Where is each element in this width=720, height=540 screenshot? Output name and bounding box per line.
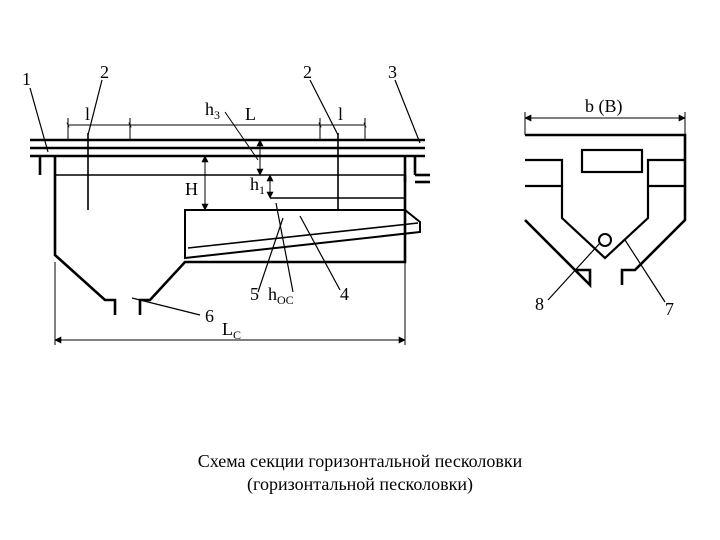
leader-5 bbox=[258, 218, 283, 292]
label-bB: b (B) bbox=[585, 96, 623, 117]
label-hoc: hOC bbox=[268, 284, 294, 307]
caption-line2: (горизонтальной песколовки) bbox=[0, 473, 720, 496]
notch-left bbox=[525, 160, 562, 186]
inner-hopper bbox=[562, 186, 648, 258]
cross-outline bbox=[525, 135, 685, 285]
diagram-canvas: 1 2 2 3 4 5 6 l L l H h3 h1 hOC LC b (B)… bbox=[0, 0, 720, 420]
label-6: 6 bbox=[205, 306, 214, 326]
label-7: 7 bbox=[665, 299, 674, 319]
inner-slot bbox=[582, 150, 642, 172]
label-3: 3 bbox=[388, 62, 397, 82]
scraper-body bbox=[185, 210, 420, 258]
label-LC: LC bbox=[222, 319, 241, 342]
label-l-right: l bbox=[338, 104, 343, 124]
label-5: 5 bbox=[250, 284, 259, 304]
leader-2r bbox=[310, 80, 338, 135]
label-h3: h3 bbox=[205, 99, 220, 122]
notch-right bbox=[648, 160, 685, 186]
tank-outline bbox=[55, 175, 405, 315]
label-2-left: 2 bbox=[100, 62, 109, 82]
leader-3 bbox=[395, 80, 420, 143]
label-8: 8 bbox=[535, 294, 544, 314]
caption-line1: Схема секции горизонтальной песколовки bbox=[0, 450, 720, 473]
label-l-left: l bbox=[85, 104, 90, 124]
leader-6 bbox=[132, 298, 200, 315]
label-2-right: 2 bbox=[303, 62, 312, 82]
leader-4 bbox=[300, 216, 340, 290]
label-L: L bbox=[245, 104, 256, 124]
label-H: H bbox=[185, 179, 198, 199]
pipe-circle bbox=[599, 234, 611, 246]
label-1: 1 bbox=[22, 69, 31, 89]
leader-1 bbox=[30, 88, 48, 152]
leader-2l bbox=[88, 80, 102, 135]
label-h1: h1 bbox=[250, 174, 265, 197]
right-view bbox=[525, 112, 685, 302]
label-4: 4 bbox=[340, 284, 349, 304]
